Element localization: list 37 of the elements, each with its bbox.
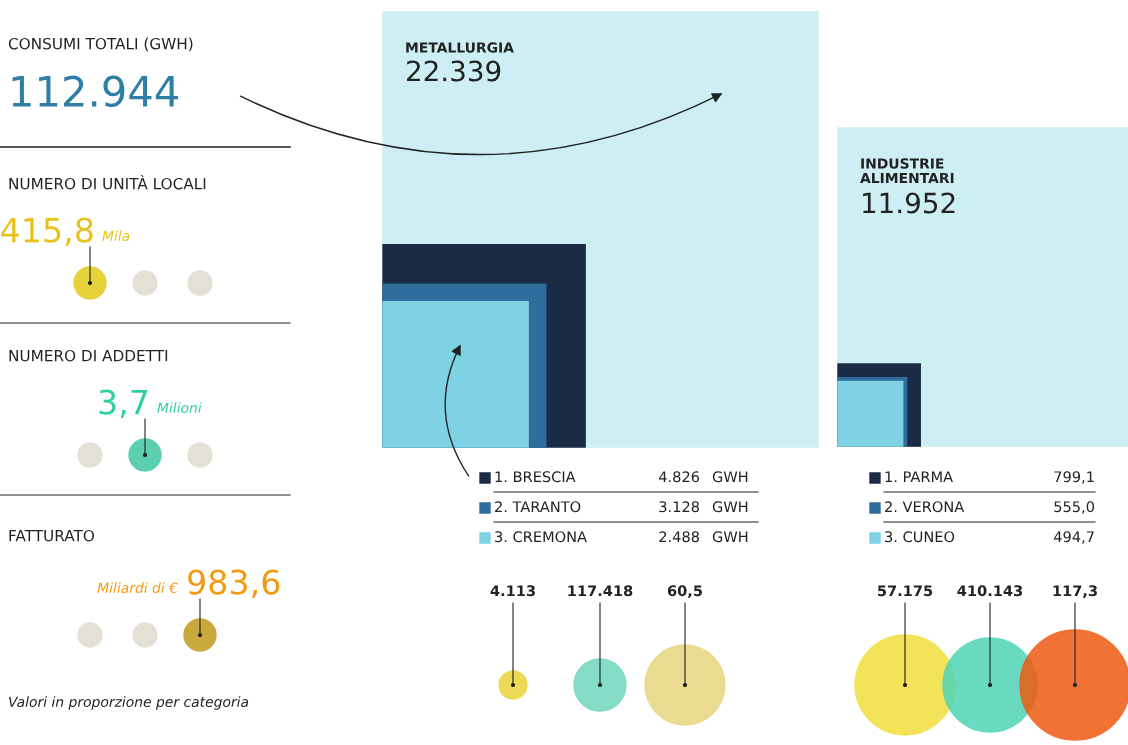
data-label: 2.488 — [659, 531, 699, 543]
category-label: 2. TARANTO — [495, 501, 581, 513]
text: 117.418 — [568, 585, 633, 597]
text: Miliardi di € — [97, 582, 178, 594]
data-label: 22.339 — [407, 60, 501, 82]
category-label: 3. CREMONA — [495, 531, 587, 543]
category-label: INDUSTRIE ALIMENTARI — [860, 158, 954, 184]
text: 3,7 — [99, 389, 148, 419]
data-label: 3.128 — [659, 501, 699, 513]
data-label: 494,7 — [1053, 531, 1094, 544]
category-label: 1. PARMA — [885, 471, 953, 483]
text: Milioni — [157, 402, 202, 414]
text: GWH — [712, 501, 748, 513]
text: 57.175 — [877, 585, 933, 597]
text: Mila — [102, 230, 130, 242]
text: 60,5 — [667, 585, 702, 599]
category-label: 2. VERONA — [885, 501, 965, 513]
data-label: 555,0 — [1054, 501, 1095, 514]
data-label: 11.952 — [863, 192, 955, 214]
text: 410.143 — [957, 585, 1023, 597]
category-label: 3. CUNEO — [885, 531, 955, 543]
text: NUMERO DI UNITÀ LOCALI — [9, 175, 206, 190]
text: 983,6 — [188, 569, 280, 599]
text: GWH — [712, 471, 748, 483]
text: 112.944 — [12, 75, 178, 108]
text: 4.113 — [490, 585, 535, 597]
data-label: 799,1 — [1054, 471, 1094, 484]
category-label: METALLURGIA — [406, 42, 514, 53]
data-label: 4.826 — [658, 471, 700, 483]
text: Valori in proporzione per categoria — [9, 696, 249, 710]
text: GWH — [712, 531, 748, 543]
text: NUMERO DI ADDETTI — [9, 349, 168, 362]
text: 415,8 — [1, 217, 93, 247]
text: FATTURATO — [9, 529, 95, 542]
text: 117,3 — [1053, 585, 1097, 599]
category-label: 1. BRESCIA — [495, 471, 576, 483]
text: CONSUMI TOTALI (GWH) — [8, 37, 193, 52]
